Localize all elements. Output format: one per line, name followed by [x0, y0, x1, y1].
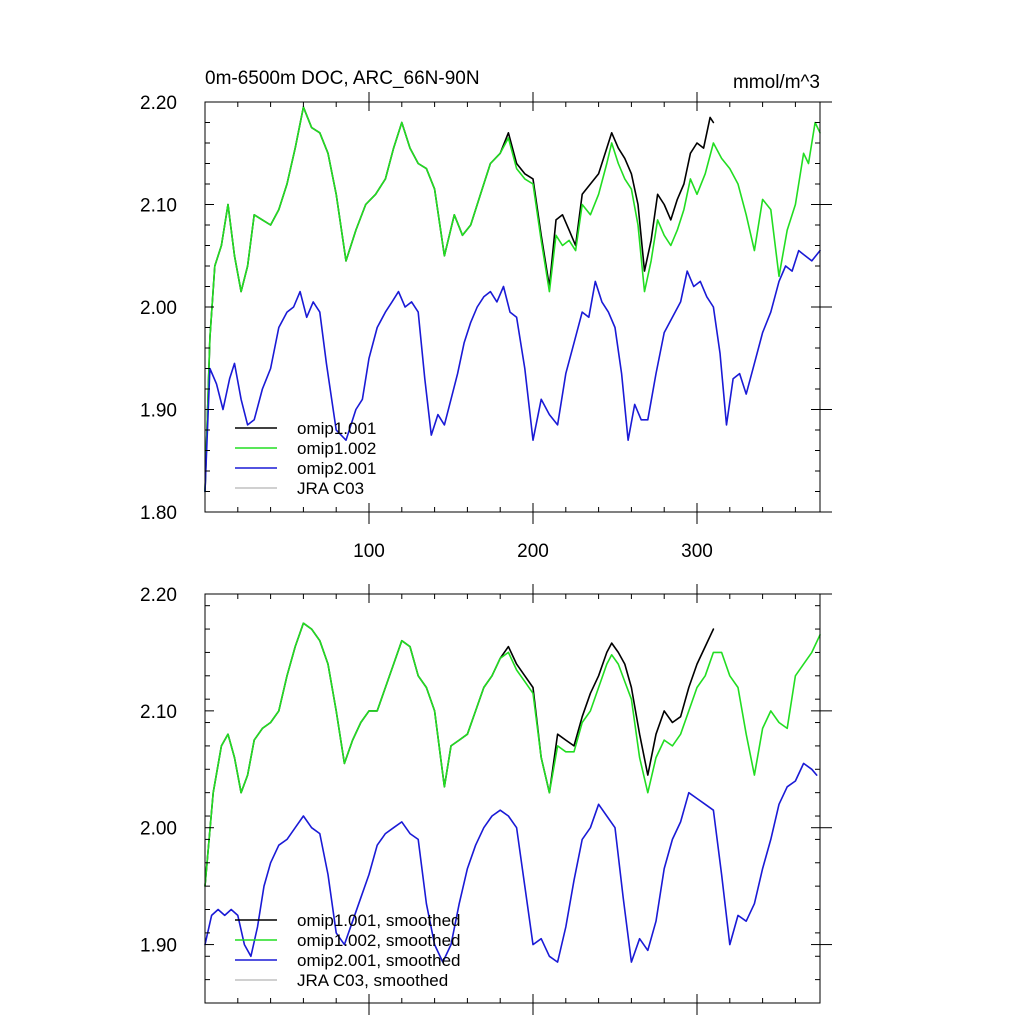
- y-tick-label: 2.00: [140, 819, 177, 840]
- y-tick-label: 1.80: [140, 503, 177, 524]
- y-tick-label: 1.90: [140, 401, 177, 422]
- series-line-omip2-001: [204, 249, 821, 493]
- y-tick-label: 2.10: [140, 196, 177, 217]
- y-tick-label: 2.20: [140, 93, 177, 114]
- legend-label: omip2.001: [297, 459, 376, 478]
- series-line-omip1-002: [204, 106, 821, 493]
- legend-label: omip1.002, smoothed: [297, 931, 461, 950]
- x-tick-label: 100: [353, 541, 385, 562]
- y-tick-label: 2.00: [140, 298, 177, 319]
- series-line-omip1-002-smoothed: [204, 622, 821, 887]
- legend-label: omip2.001, smoothed: [297, 951, 461, 970]
- top-panel-units: mmol/m^3: [733, 72, 820, 93]
- top-panel-series-group: [204, 106, 821, 493]
- legend-label: omip1.002: [297, 439, 376, 458]
- legend-label: omip1.001: [297, 419, 376, 438]
- x-tick-label: 300: [681, 541, 713, 562]
- series-line-omip2-001-smoothed: [204, 762, 818, 963]
- y-tick-label: 2.20: [140, 585, 177, 606]
- y-tick-label: 2.10: [140, 702, 177, 723]
- bottom-panel-frame: [204, 593, 821, 1004]
- bottom-panel-ticks: 1.90 2.00 2.10 2.20: [140, 584, 832, 1015]
- legend-label: JRA C03, smoothed: [297, 971, 448, 990]
- bottom-panel: 1.902.002.102.20 omip1.001, smoothedomip…: [140, 584, 832, 1015]
- top-panel-ticks: 100 200 300 1.80 1.90 2.00 2.10 2.20: [140, 92, 832, 562]
- legend-label: JRA C03: [297, 479, 364, 498]
- series-line-omip1-001-smoothed: [204, 622, 715, 887]
- legend-label: omip1.001, smoothed: [297, 911, 461, 930]
- series-line-omip1-001: [204, 106, 715, 493]
- top-panel: 0m-6500m DOC, ARC_66N-90N mmol/m^3 100 20…: [140, 68, 832, 562]
- y-tick-label: 1.90: [140, 936, 177, 957]
- x-tick-label: 200: [517, 541, 549, 562]
- top-panel-title: 0m-6500m DOC, ARC_66N-90N: [205, 68, 480, 89]
- bottom-panel-series-group: [204, 622, 821, 963]
